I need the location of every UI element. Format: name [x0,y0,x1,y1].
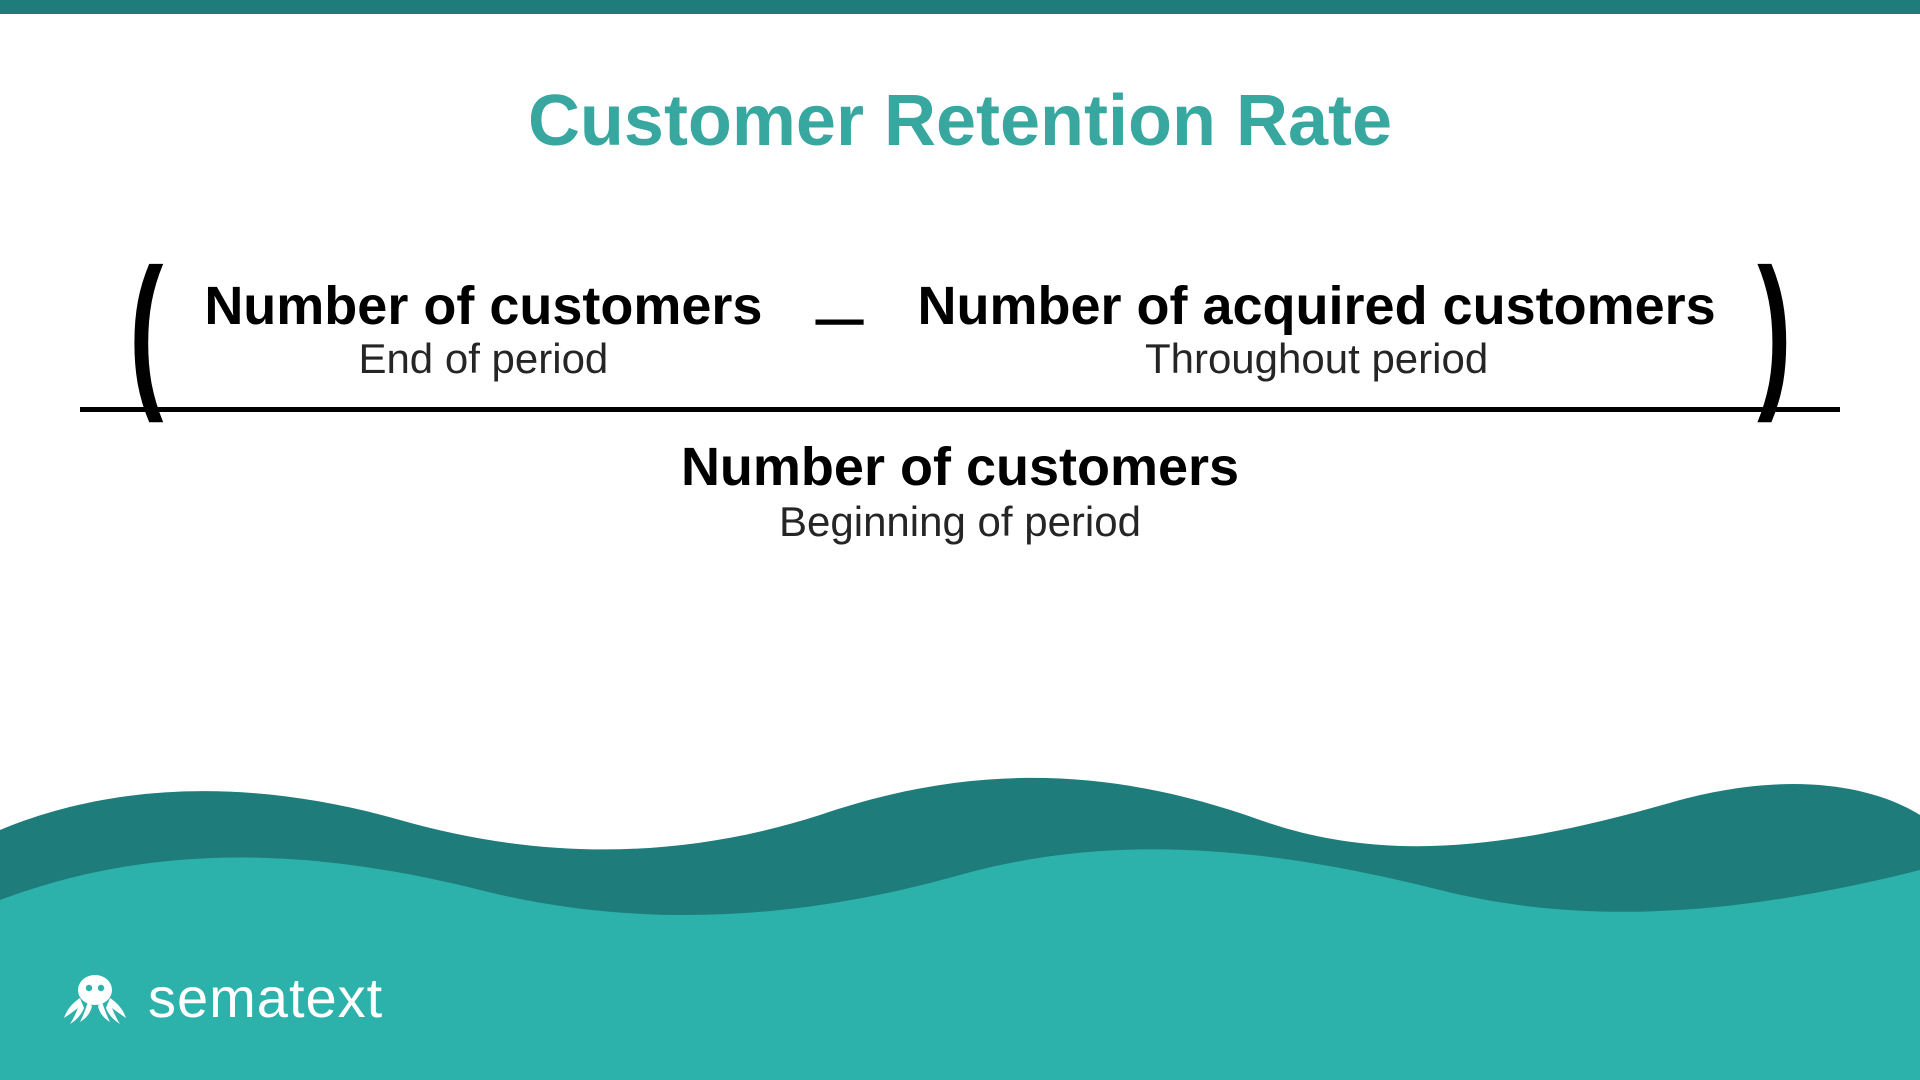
term-sub: End of period [358,336,608,382]
term-sub: Beginning of period [779,498,1141,546]
numerator-right-term: Number of acquired customers Throughout … [917,277,1715,383]
term-main: Number of customers [204,277,762,336]
open-paren: ( [129,270,163,389]
close-paren: ) [1757,270,1791,389]
fraction-line [80,407,1840,412]
numerator-left-term: Number of customers End of period [204,277,762,383]
brand-logo: sematext [60,965,383,1030]
brand-name: sematext [148,965,383,1030]
formula-block: ( Number of customers End of period − Nu… [80,270,1840,546]
page-title: Customer Retention Rate [0,80,1920,162]
term-main: Number of acquired customers [917,277,1715,336]
term-sub: Throughout period [1145,336,1488,382]
octopus-icon [60,968,130,1028]
formula-numerator: ( Number of customers End of period − Nu… [80,270,1840,389]
minus-operator: − [764,294,916,365]
top-accent-bar [0,0,1920,14]
formula-denominator: Number of customers Beginning of period [681,436,1239,546]
term-main: Number of customers [681,436,1239,498]
